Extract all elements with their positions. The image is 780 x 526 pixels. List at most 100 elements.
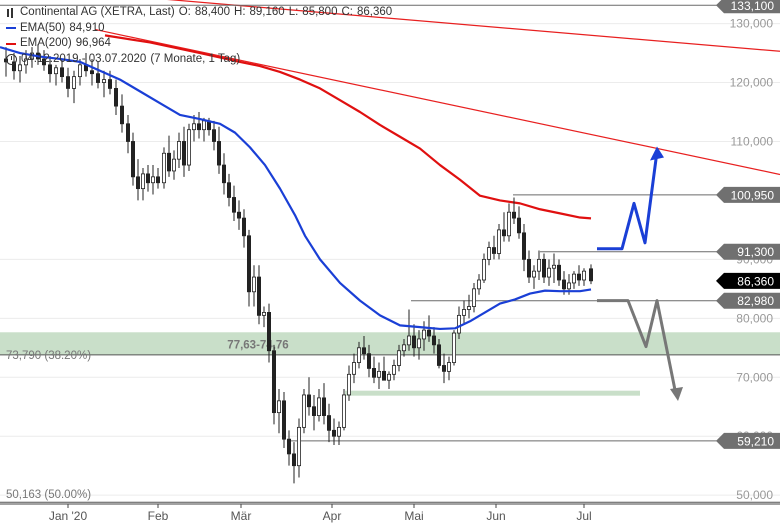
candle-body: [120, 105, 125, 125]
candle-body: [567, 282, 572, 290]
candle-body: [135, 176, 140, 190]
candle-body: [406, 335, 411, 346]
candle-body: [506, 211, 511, 237]
x-tick-label: Jul: [576, 509, 591, 523]
candle-body: [256, 276, 261, 316]
channel-lines: [94, 0, 780, 176]
y-tick-label: 130,000: [730, 17, 774, 31]
ema200-line: [104, 34, 592, 220]
candle-body: [231, 197, 236, 213]
candle-body: [72, 76, 77, 89]
candle-body: [456, 314, 461, 334]
fib-zone-label: 77,63-74,76: [227, 339, 288, 351]
candle-body: [301, 394, 306, 428]
candle-body: [261, 312, 266, 316]
bullish-scenario-path: [597, 151, 659, 251]
candle-body: [371, 368, 376, 378]
candle-body: [296, 426, 301, 467]
candle-body: [236, 211, 241, 219]
high-value: 89,160: [249, 6, 285, 18]
y-tick-label: 70,000: [736, 370, 773, 384]
candle-body: [542, 258, 547, 278]
x-tick-label: Feb: [148, 509, 169, 523]
candle-body: [386, 373, 391, 381]
chart-legend: Continental AG (XETRA, Last) O: 88,400 H:…: [6, 5, 392, 67]
candle-body: [171, 158, 176, 172]
clock-icon: [6, 53, 17, 65]
price-badge-label: 100,950: [731, 188, 775, 202]
open-value: 88,400: [194, 6, 231, 18]
candle-body: [466, 306, 471, 310]
candle-body: [221, 164, 226, 184]
ema200-swatch: [6, 42, 16, 45]
candle-body: [17, 64, 22, 72]
interval-text: (7 Monate, 1 Tag): [150, 52, 241, 65]
candle-body: [451, 332, 456, 363]
candle-body: [78, 64, 83, 78]
candle-body: [150, 176, 155, 184]
candle-body: [416, 338, 421, 349]
bearish-arrow-head: [670, 386, 683, 401]
candle-body: [351, 362, 356, 375]
fib-level-label: 73,790 (38.20%): [6, 350, 91, 362]
x-tick-label: Mai: [404, 509, 423, 523]
ema200-value: 96,964: [75, 37, 111, 49]
candle-body: [251, 276, 256, 293]
channel-upper-line: [166, 0, 780, 52]
price-badge-label: 91,300: [737, 245, 774, 259]
candle-body: [512, 211, 517, 219]
y-tick-label: 110,000: [731, 134, 774, 148]
legend-range-row: 04.12.2019 - 03.07.2020 (7 Monate, 1 Tag…: [6, 52, 392, 68]
candle-body: [481, 258, 486, 281]
channel-lower-line: [94, 28, 780, 176]
candle-body: [226, 182, 231, 198]
candle-body: [446, 362, 451, 372]
candle-body: [496, 229, 501, 254]
x-tick-label: Jun: [486, 509, 505, 523]
fib-zone-band: [0, 332, 780, 355]
candle-body: [102, 79, 107, 83]
candle-body: [381, 370, 386, 381]
candle-body: [361, 347, 366, 355]
candle-body: [461, 309, 466, 316]
candle-body: [557, 264, 562, 281]
price-badge: [716, 0, 780, 14]
date-range: 04.12.2019 - 03.07.2020: [21, 52, 147, 65]
ema50-label: EMA(50): [20, 21, 66, 34]
x-axis: Jan '20 Feb Mär Apr Mai Jun Jul: [0, 503, 780, 523]
legend-ema200-row[interactable]: EMA(200) 96,964: [6, 36, 392, 52]
candle-body: [326, 415, 331, 431]
candle-body: [356, 347, 361, 363]
candle-body: [376, 370, 381, 378]
candle-body: [346, 373, 351, 396]
candle-body: [96, 73, 101, 83]
candle-body: [562, 279, 567, 290]
y-tick-label: 50,000: [736, 488, 773, 502]
bullish-arrow-head: [650, 146, 664, 161]
x-tick-label: Jan '20: [49, 509, 88, 523]
legend-ema50-row[interactable]: EMA(50) 84,910: [6, 21, 392, 37]
candle-body: [114, 88, 119, 107]
close-value: 86,360: [356, 6, 393, 18]
price-badges: 133,100 100,950 91,300 86,360 82,980 59,210: [716, 0, 780, 449]
candle-body: [266, 312, 271, 352]
candle-body: [108, 79, 113, 89]
candle-body: [522, 232, 527, 260]
candle-body: [281, 400, 286, 440]
high-label: H:: [234, 6, 246, 18]
candle-body: [23, 58, 28, 66]
candle-body: [140, 173, 145, 190]
price-badge-label: 82,980: [737, 294, 774, 308]
candle-body: [161, 152, 166, 184]
candle-body: [582, 270, 587, 281]
candle-body: [491, 247, 496, 254]
candle-body: [241, 217, 246, 237]
fib-zone: 77,63-74,76 73,790 (38.20%) 50,163 (50.00%…: [0, 332, 780, 503]
candles: [4, 44, 594, 484]
candle-body: [366, 353, 371, 369]
target-zone-bar: [345, 390, 640, 396]
candle-body: [176, 141, 181, 160]
candle-body: [321, 397, 326, 416]
candle-body: [196, 123, 201, 131]
